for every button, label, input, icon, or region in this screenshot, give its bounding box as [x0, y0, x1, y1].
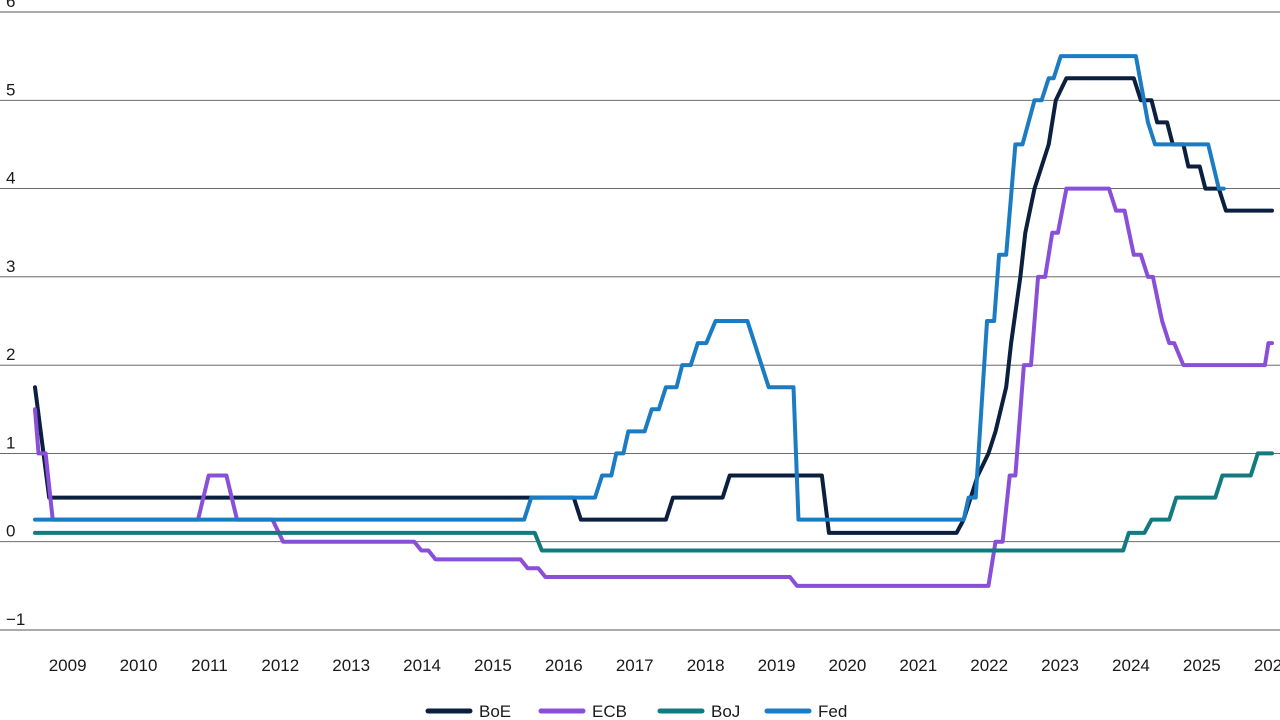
series-line-ecb: [33, 186, 1274, 588]
x-tick-label: 2025: [1183, 656, 1221, 675]
x-tick-label: 2021: [899, 656, 937, 675]
x-tick-label: 2018: [687, 656, 725, 675]
y-tick-label: 0: [6, 522, 15, 541]
x-tick-label: 2011: [191, 656, 228, 675]
x-tick-label: 2014: [403, 656, 441, 675]
x-tick-label: 2012: [261, 656, 299, 675]
legend-label-ecb: ECB: [592, 702, 627, 720]
x-tick-label: 2020: [828, 656, 866, 675]
y-tick-label: 6: [6, 0, 15, 11]
series-lines: [33, 54, 1274, 588]
series-line-boe: [33, 76, 1274, 535]
legend-label-fed: Fed: [818, 702, 847, 720]
x-tick-label: 2009: [49, 656, 87, 675]
legend-label-boj: BoJ: [711, 702, 740, 720]
y-axis-tick-labels: −1 0 1 2 3 4 5 6: [6, 0, 25, 629]
x-tick-label: 2010: [120, 656, 158, 675]
legend-label-boe: BoE: [479, 702, 511, 720]
x-tick-label: 2019: [758, 656, 796, 675]
series-line-boj: [33, 451, 1274, 553]
x-axis-tick-labels: 2009 2010 2011 2012 2013 2014 2015 2016 2017 2018…: [49, 656, 1280, 675]
gridlines: [0, 11, 1280, 631]
x-tick-label: 2023: [1041, 656, 1079, 675]
x-tick-label: 2016: [545, 656, 583, 675]
series-line-fed: [33, 54, 1226, 522]
y-tick-label: 1: [6, 433, 15, 452]
x-tick-label: 2026: [1254, 656, 1280, 675]
x-tick-label: 2024: [1112, 656, 1150, 675]
y-tick-label: −1: [6, 610, 25, 629]
y-tick-label: 3: [6, 257, 15, 276]
x-tick-label: 2015: [474, 656, 512, 675]
legend: BoE ECB BoJ Fed: [425, 702, 847, 720]
y-tick-label: 5: [6, 80, 15, 99]
y-tick-label: 4: [6, 169, 15, 188]
x-tick-label: 2013: [332, 656, 370, 675]
y-tick-label: 2: [6, 345, 15, 364]
x-tick-label: 2022: [970, 656, 1008, 675]
x-tick-label: 2017: [616, 656, 654, 675]
